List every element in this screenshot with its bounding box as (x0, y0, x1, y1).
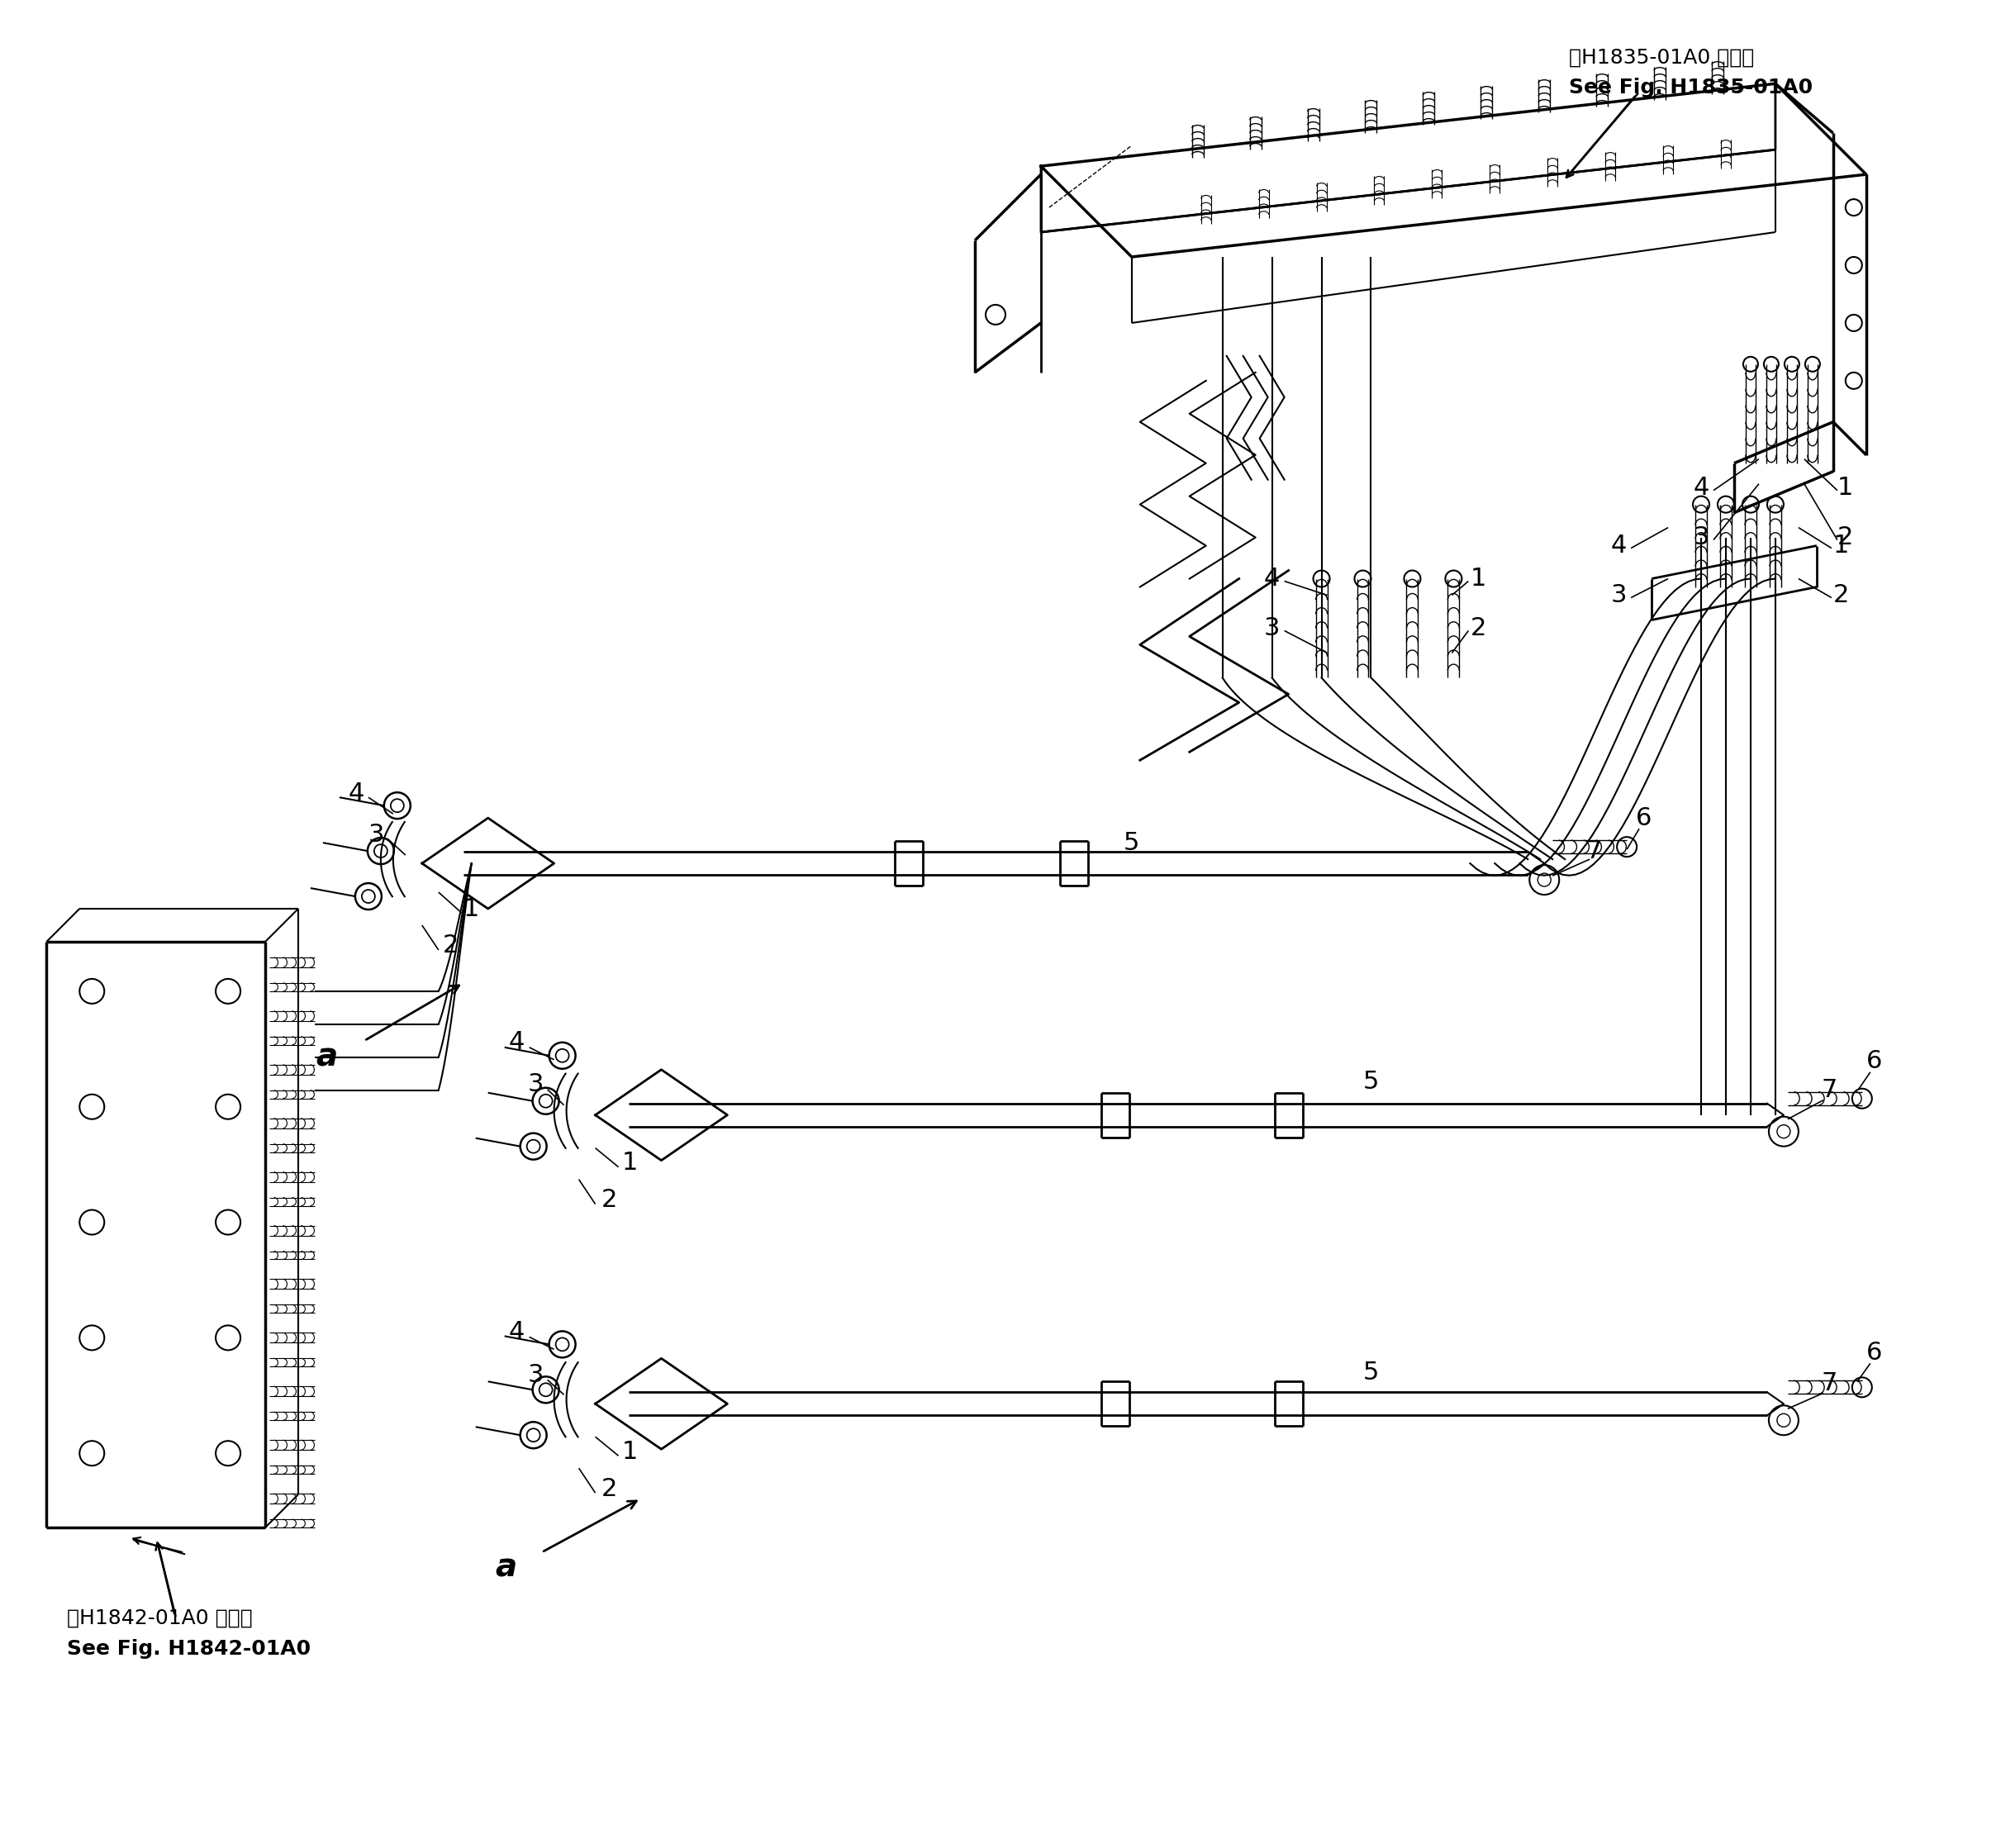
Text: 1: 1 (464, 896, 480, 920)
Text: See Fig. H1842-01A0: See Fig. H1842-01A0 (68, 1639, 310, 1660)
Text: 1: 1 (622, 1151, 638, 1175)
Text: 2: 2 (442, 933, 458, 957)
Text: 3: 3 (1693, 525, 1709, 549)
Text: 3: 3 (528, 1072, 544, 1096)
Text: 5: 5 (1125, 832, 1141, 856)
Text: 6: 6 (1867, 1340, 1883, 1364)
Text: See Fig. H1835-01A0: See Fig. H1835-01A0 (1569, 78, 1813, 98)
Text: 5: 5 (1363, 1360, 1379, 1384)
Text: 2: 2 (1837, 525, 1853, 549)
Text: 5: 5 (1363, 1070, 1379, 1094)
Text: 第H1842-01A0 図参照: 第H1842-01A0 図参照 (68, 1608, 252, 1628)
Text: 3: 3 (528, 1364, 544, 1386)
Text: 4: 4 (508, 1031, 524, 1055)
Text: 3: 3 (1611, 584, 1627, 608)
Text: 6: 6 (1635, 806, 1651, 830)
Text: 第H1835-01A0 図参照: 第H1835-01A0 図参照 (1569, 48, 1755, 67)
Text: 4: 4 (348, 782, 364, 806)
Text: 7: 7 (1821, 1077, 1837, 1101)
Text: 1: 1 (1471, 567, 1487, 591)
Text: 3: 3 (368, 822, 384, 846)
Text: 2: 2 (1833, 584, 1849, 608)
Text: 6: 6 (1867, 1050, 1883, 1074)
Text: 2: 2 (602, 1477, 618, 1501)
Text: 4: 4 (508, 1319, 524, 1343)
Text: 4: 4 (1611, 534, 1627, 558)
Text: a: a (496, 1552, 516, 1584)
Text: 1: 1 (1837, 477, 1853, 501)
Text: 1: 1 (622, 1440, 638, 1464)
Text: 2: 2 (1471, 615, 1487, 639)
Text: 4: 4 (1265, 567, 1281, 591)
Text: a: a (316, 1042, 338, 1074)
Text: 1: 1 (1833, 534, 1849, 558)
Text: 3: 3 (1265, 615, 1281, 639)
Text: 7: 7 (1821, 1371, 1837, 1395)
Text: 7: 7 (1587, 839, 1603, 863)
Text: 2: 2 (602, 1188, 618, 1212)
Text: 4: 4 (1693, 477, 1709, 501)
